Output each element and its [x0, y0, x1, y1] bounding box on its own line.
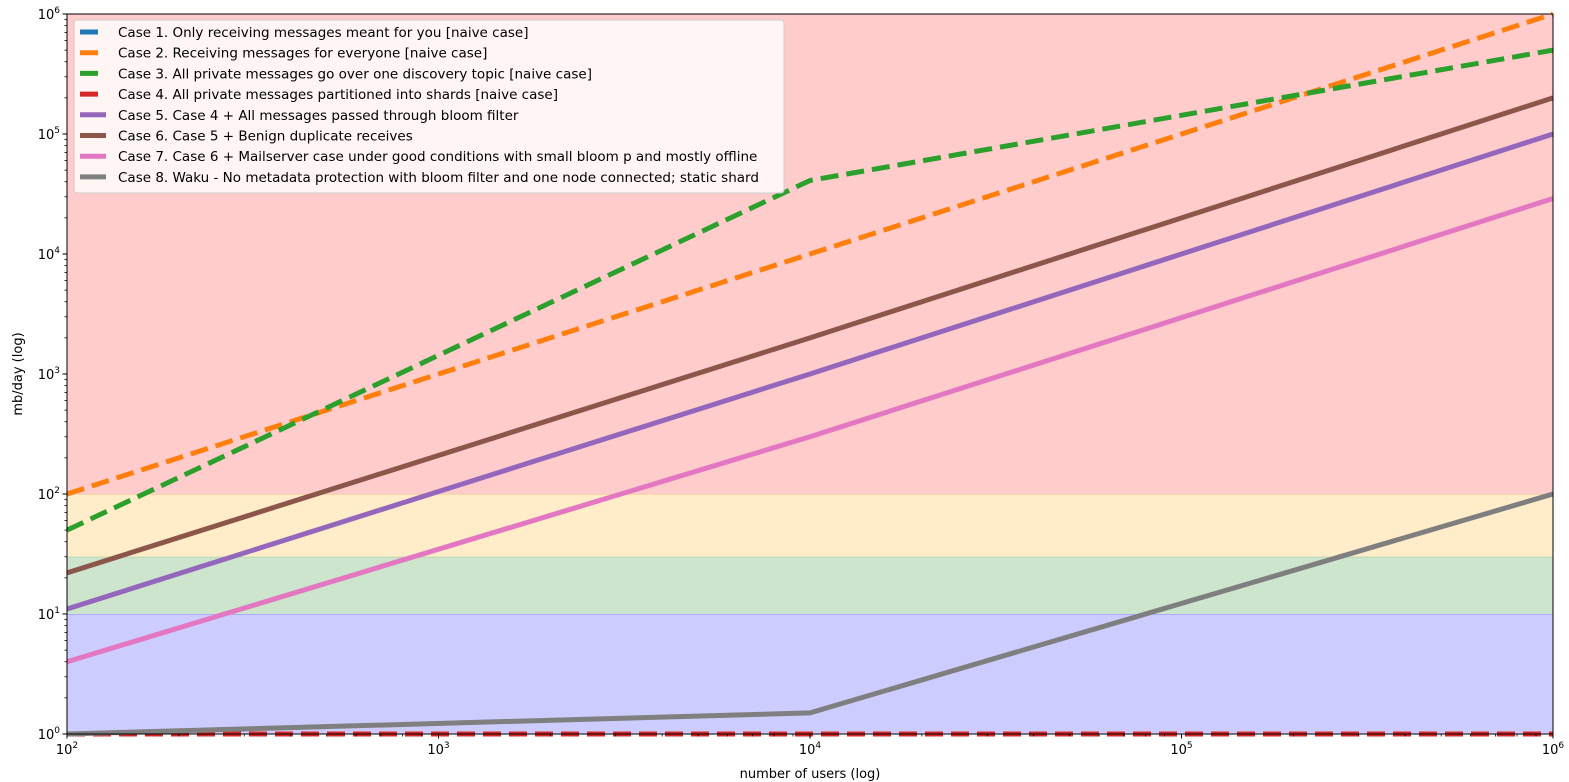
band-0 [67, 614, 1553, 734]
legend: Case 1. Only receiving messages meant fo… [73, 19, 785, 194]
x-tick-label: 106 [1542, 741, 1565, 758]
legend-entry-3: Case 3. All private messages go over one… [118, 66, 592, 82]
y-tick-label: 101 [38, 606, 60, 623]
legend-entry-1: Case 1. Only receiving messages meant fo… [118, 25, 528, 41]
series-line-6 [66, 95, 1554, 576]
y-tick-label: 106 [38, 6, 61, 23]
y-tick-label: 104 [38, 246, 61, 263]
x-tick-label: 103 [427, 741, 449, 758]
x-axis-label: number of users (log) [740, 767, 881, 782]
y-tick-label: 100 [38, 726, 61, 743]
series-line-5 [66, 131, 1554, 612]
legend-entry-4: Case 4. All private messages partitioned… [118, 87, 558, 103]
band-1 [67, 556, 1553, 614]
legend-entry-7: Case 7. Case 6 + Mailserver case under g… [118, 149, 757, 165]
y-tick-label: 102 [38, 486, 60, 503]
y-axis-label: mb/day (log) [11, 332, 26, 415]
legend-entry-8: Case 8. Waku - No metadata protection wi… [118, 170, 759, 186]
x-axis-ticks: 102 103 104 105 106 [56, 734, 1565, 758]
series-line-3 [65, 47, 1554, 533]
x-tick-label: 104 [799, 741, 822, 758]
legend-entry-5: Case 5. Case 4 + All messages passed thr… [118, 108, 519, 124]
x-tick-label: 105 [1170, 741, 1192, 758]
y-tick-label: 103 [38, 366, 60, 383]
series-line-8 [66, 491, 1554, 737]
band-2 [67, 494, 1553, 557]
x-tick-label: 102 [56, 741, 78, 758]
y-tick-label: 105 [38, 126, 60, 143]
series-line-7 [66, 196, 1554, 665]
legend-entry-2: Case 2. Receiving messages for everyone … [118, 46, 487, 62]
y-axis-ticks: 100 101 102 103 104 105 106 [38, 6, 67, 743]
legend-entry-6: Case 6. Case 5 + Benign duplicate receiv… [118, 129, 413, 145]
legend-box [73, 19, 785, 194]
